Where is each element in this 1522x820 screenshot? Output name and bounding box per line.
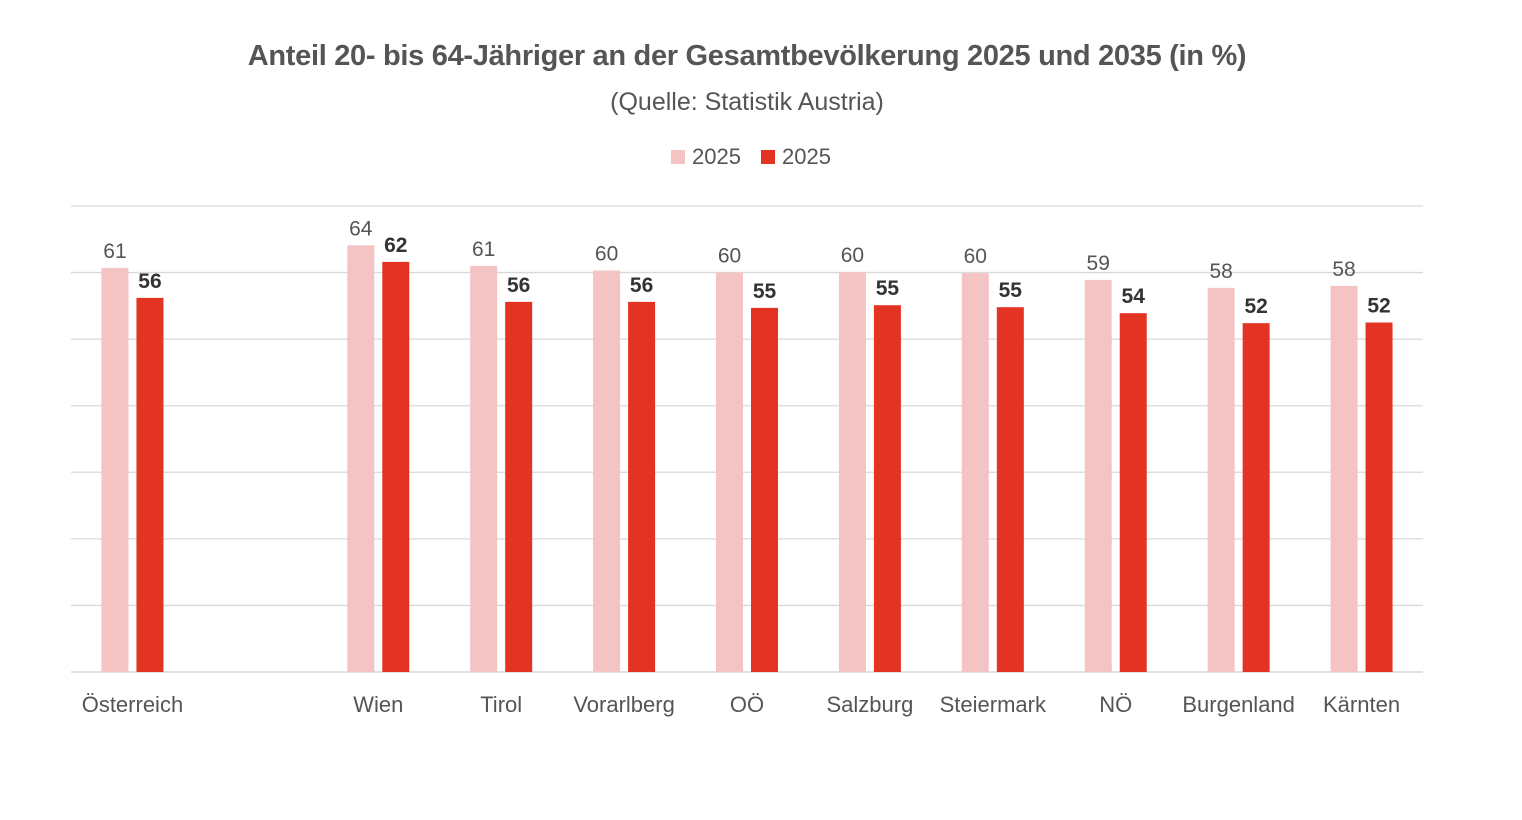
bar-series-2	[751, 307, 778, 672]
data-label: 55	[753, 280, 777, 303]
data-label: 52	[1244, 295, 1267, 318]
x-tick-label: Wien	[353, 692, 403, 717]
chart-title: Anteil 20- bis 64-Jähriger an der Gesamt…	[247, 40, 1247, 72]
data-label: 56	[507, 274, 530, 297]
data-label: 59	[1087, 252, 1110, 275]
x-tick-label: Burgenland	[1182, 692, 1295, 717]
x-tick-label: Salzburg	[826, 692, 913, 717]
x-tick-label: Steiermark	[940, 692, 1047, 717]
bar-series-2	[628, 301, 656, 672]
x-tick-label: Österreich	[82, 692, 183, 717]
bar-series-2	[505, 301, 533, 672]
x-tick-label: Tirol	[480, 692, 522, 717]
bar-series-1	[1084, 279, 1112, 672]
data-label: 61	[103, 240, 126, 263]
data-label: 64	[349, 217, 373, 240]
data-label: 54	[1122, 285, 1146, 308]
bar-series-2	[873, 305, 901, 672]
bar-series-2	[1119, 313, 1147, 672]
data-label: 58	[1209, 260, 1232, 283]
data-label: 60	[595, 243, 618, 266]
bar-series-1	[1207, 287, 1235, 672]
bar-series-1	[961, 273, 989, 672]
data-label: 56	[138, 270, 161, 293]
legend-swatch-series-1	[671, 150, 686, 164]
bar-series-1	[716, 272, 743, 672]
data-label: 60	[718, 245, 741, 268]
data-label: 55	[999, 279, 1023, 302]
bar-series-1	[838, 271, 866, 672]
bar-series-2	[1365, 322, 1393, 672]
chart-subtitle: (Quelle: Statistik Austria)	[610, 88, 884, 116]
x-tick-label: OÖ	[730, 692, 764, 717]
bar-series-2	[996, 307, 1024, 672]
legend-label-series-1: 2025	[692, 144, 741, 169]
data-label: 62	[384, 234, 407, 257]
data-label: 60	[841, 244, 864, 267]
data-label: 56	[630, 274, 653, 297]
chart-legend: 2025 2025	[0, 144, 1502, 170]
bar-series-1	[470, 265, 498, 672]
x-tick-label: NÖ	[1099, 692, 1132, 717]
bar-series-1	[1330, 285, 1358, 672]
bar-series-1	[101, 267, 129, 672]
bar-series-2	[1242, 323, 1270, 672]
legend-item-series-1: 2025	[671, 144, 741, 170]
x-tick-label: Vorarlberg	[573, 692, 675, 717]
bar-series-2	[136, 297, 164, 672]
bar-series-1	[347, 245, 375, 672]
data-label: 61	[472, 238, 495, 261]
data-label: 52	[1367, 295, 1390, 318]
data-label: 60	[964, 245, 987, 268]
legend-label-series-2: 2025	[782, 144, 831, 169]
legend-swatch-series-2	[761, 150, 775, 164]
data-label: 58	[1332, 258, 1355, 281]
data-label: 55	[876, 277, 900, 300]
bar-series-2	[382, 261, 410, 672]
legend-item-series-2: 2025	[761, 144, 831, 170]
bar-series-1	[593, 270, 621, 672]
x-tick-label: Kärnten	[1323, 692, 1400, 717]
